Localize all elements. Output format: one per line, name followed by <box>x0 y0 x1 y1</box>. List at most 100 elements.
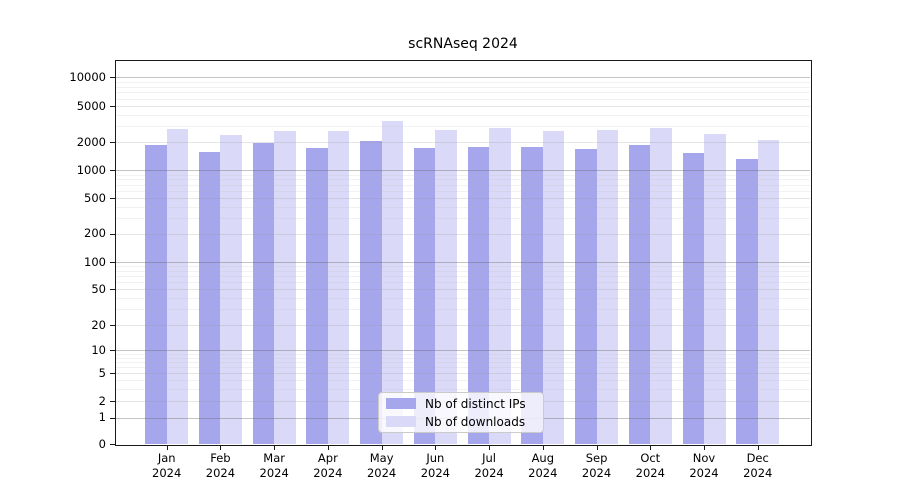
grid-line-200 <box>116 233 810 235</box>
y-tick-mark-1 <box>110 417 115 419</box>
x-tick-mark-feb <box>220 445 222 450</box>
grid-line-30 <box>116 309 810 311</box>
y-tick-label-5000: 5000 <box>76 98 106 113</box>
y-tick-label-1000: 1000 <box>76 162 106 177</box>
x-tick-label-jun: Jun 2024 <box>420 451 450 480</box>
grid-line-50 <box>116 289 810 290</box>
y-tick-label-5: 5 <box>98 365 106 380</box>
grid-line-9 <box>116 353 810 355</box>
chart-title: scRNAseq 2024 <box>408 36 518 52</box>
grid-line-3 <box>116 388 810 390</box>
bar-distinct-ips-jul <box>467 146 490 444</box>
bar-downloads-oct <box>650 127 672 444</box>
grid-line-70 <box>116 275 810 277</box>
bar-distinct-ips-sep <box>575 149 597 444</box>
grid-line-300 <box>116 217 810 219</box>
x-tick-label-apr: Apr 2024 <box>313 451 343 480</box>
legend-swatch-distinct-ips <box>386 398 416 409</box>
y-tick-label-20: 20 <box>91 317 106 332</box>
x-tick-mark-sep <box>596 445 598 450</box>
grid-line-6 <box>116 367 810 369</box>
x-tick-label-jul: Jul 2024 <box>474 451 504 480</box>
bar-downloads-nov <box>704 134 726 444</box>
x-tick-mark-nov <box>704 445 705 450</box>
x-tick-label-nov: Nov 2024 <box>689 451 719 480</box>
bar-downloads-feb <box>220 134 242 444</box>
bar-distinct-ips-nov <box>682 153 704 444</box>
grid-line-2000 <box>116 142 810 143</box>
y-tick-label-1: 1 <box>98 410 106 425</box>
legend: Nb of distinct IPs Nb of downloads <box>378 392 544 433</box>
y-tick-label-100: 100 <box>84 254 106 269</box>
y-tick-label-200: 200 <box>84 226 106 240</box>
y-tick-mark-10000 <box>110 77 115 79</box>
x-tick-mark-dec <box>757 445 759 450</box>
grid-line-6000 <box>116 98 810 100</box>
grid-line-100 <box>116 262 810 263</box>
y-tick-label-50: 50 <box>91 281 106 296</box>
grid-line-80 <box>116 270 810 272</box>
x-tick-label-dec: Dec 2024 <box>743 451 773 480</box>
bar-distinct-ips-apr <box>306 147 328 444</box>
grid-line-500 <box>116 198 810 200</box>
grid-line-60 <box>116 281 810 283</box>
bar-distinct-ips-oct <box>628 144 651 444</box>
grid-line-5000 <box>116 106 810 108</box>
legend-label-distinct-ips: Nb of distinct IPs <box>425 396 526 411</box>
legend-swatch-downloads <box>386 416 416 427</box>
grid-line-800 <box>116 179 810 181</box>
legend-label-downloads: Nb of downloads <box>425 414 526 429</box>
grid-line-4000 <box>116 114 810 116</box>
y-tick-mark-2000 <box>110 142 115 143</box>
grid-line-8000 <box>116 86 810 88</box>
grid-line-700 <box>116 184 810 186</box>
x-tick-mark-mar <box>274 445 276 450</box>
y-tick-label-0: 0 <box>98 436 106 451</box>
y-tick-mark-500 <box>110 198 115 200</box>
y-tick-label-10000: 10000 <box>69 69 106 84</box>
x-tick-mark-oct <box>650 445 652 450</box>
y-tick-mark-5000 <box>110 106 115 108</box>
y-tick-mark-10 <box>110 350 115 351</box>
grid-line-10000 <box>116 77 810 79</box>
y-tick-mark-200 <box>110 233 115 235</box>
x-tick-label-sep: Sep 2024 <box>581 451 612 480</box>
bar-distinct-ips-aug <box>521 146 543 444</box>
y-tick-mark-0 <box>110 444 115 445</box>
legend-item-downloads: Nb of downloads <box>386 415 543 429</box>
bar-downloads-apr <box>327 131 350 444</box>
grid-line-900 <box>116 174 810 176</box>
grid-line-7000 <box>116 92 810 94</box>
y-tick-label-2000: 2000 <box>76 134 106 149</box>
grid-line-4 <box>116 380 810 382</box>
bar-downloads-dec <box>757 139 780 444</box>
y-tick-mark-50 <box>110 289 115 290</box>
grid-line-600 <box>116 190 810 192</box>
bar-distinct-ips-feb <box>198 152 221 444</box>
x-tick-label-aug: Aug 2024 <box>528 451 558 480</box>
x-tick-mark-jan <box>166 445 168 450</box>
y-tick-mark-1000 <box>110 170 115 172</box>
x-tick-label-feb: Feb 2024 <box>205 451 236 480</box>
x-tick-mark-aug <box>542 445 544 450</box>
bar-distinct-ips-dec <box>736 159 758 444</box>
y-tick-label-10: 10 <box>91 342 106 357</box>
bar-downloads-may <box>381 121 404 444</box>
x-tick-label-jan: Jan 2024 <box>152 451 182 480</box>
grid-line-90 <box>116 266 810 268</box>
grid-line-40 <box>116 297 810 299</box>
x-tick-mark-apr <box>327 445 329 450</box>
y-tick-label-500: 500 <box>84 190 106 205</box>
grid-line-400 <box>116 206 810 208</box>
grid-line-9000 <box>116 81 810 83</box>
bar-downloads-jan <box>166 129 189 444</box>
x-tick-mark-jul <box>489 445 491 450</box>
grid-line-8 <box>116 357 810 359</box>
y-tick-mark-20 <box>110 325 115 326</box>
x-tick-label-may: May 2024 <box>366 451 397 480</box>
y-tick-mark-100 <box>110 262 115 263</box>
